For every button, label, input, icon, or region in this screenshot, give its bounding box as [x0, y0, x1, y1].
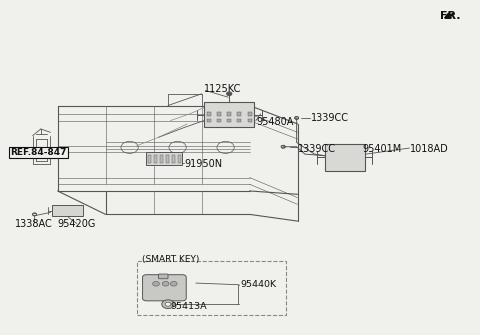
- Circle shape: [153, 281, 159, 286]
- Circle shape: [162, 281, 169, 286]
- Bar: [178, 155, 181, 163]
- Bar: [248, 119, 252, 122]
- Bar: [160, 155, 163, 163]
- Bar: [172, 155, 175, 163]
- Bar: [166, 155, 169, 163]
- Circle shape: [227, 92, 231, 95]
- Circle shape: [165, 302, 171, 306]
- Text: 95440K: 95440K: [240, 280, 276, 289]
- Text: 95401M: 95401M: [362, 144, 402, 154]
- Text: REF.84-847: REF.84-847: [11, 148, 67, 157]
- Text: 91950N: 91950N: [185, 159, 223, 169]
- Circle shape: [169, 141, 186, 153]
- Bar: [238, 112, 241, 116]
- Circle shape: [162, 300, 174, 309]
- Text: 1125KC: 1125KC: [204, 84, 241, 94]
- Bar: [325, 144, 365, 171]
- Bar: [217, 119, 221, 122]
- Text: 95413A: 95413A: [170, 302, 207, 311]
- Text: (SMART KEY): (SMART KEY): [142, 255, 199, 264]
- Circle shape: [217, 141, 234, 153]
- Bar: [228, 112, 231, 116]
- FancyBboxPatch shape: [158, 274, 168, 279]
- Text: 1339CC: 1339CC: [311, 113, 349, 123]
- Bar: [238, 119, 241, 122]
- Bar: [217, 112, 221, 116]
- Bar: [52, 205, 83, 216]
- Text: 95420G: 95420G: [58, 219, 96, 229]
- Bar: [146, 152, 182, 165]
- Circle shape: [121, 141, 138, 153]
- Bar: [148, 155, 151, 163]
- Bar: [248, 112, 252, 116]
- Bar: [228, 119, 231, 122]
- Bar: [137, 261, 286, 315]
- Text: 95480A: 95480A: [257, 117, 294, 127]
- Text: 1018AD: 1018AD: [410, 144, 449, 154]
- Text: 1338AC: 1338AC: [15, 219, 52, 229]
- Text: 1339CC: 1339CC: [298, 144, 336, 154]
- Text: FR.: FR.: [440, 11, 461, 21]
- Bar: [204, 102, 254, 127]
- Bar: [154, 155, 157, 163]
- Circle shape: [170, 281, 177, 286]
- FancyBboxPatch shape: [143, 275, 186, 301]
- Bar: [207, 112, 211, 116]
- Bar: [207, 119, 211, 122]
